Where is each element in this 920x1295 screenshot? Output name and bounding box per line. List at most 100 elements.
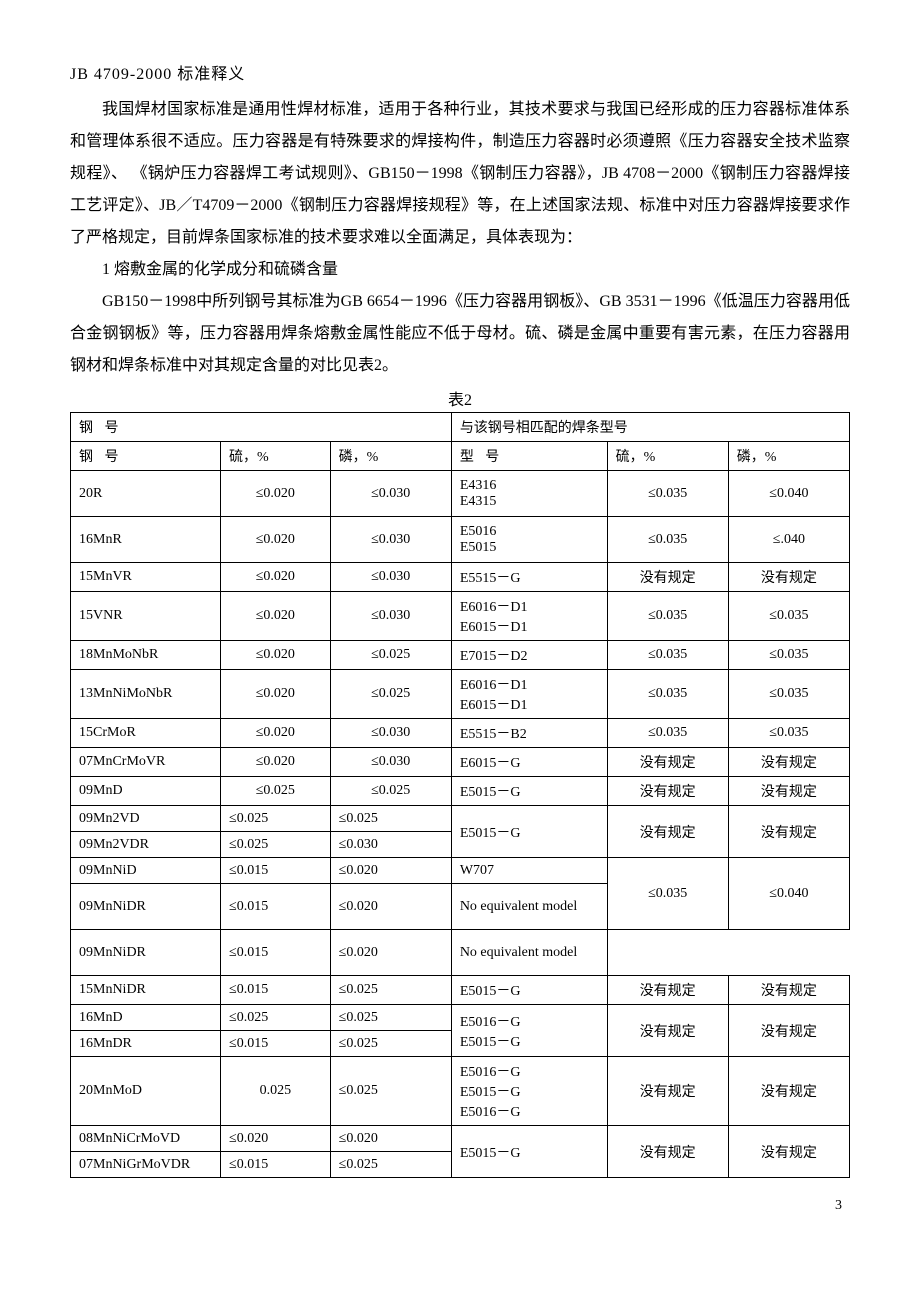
table-cell: ≤0.025 — [330, 1057, 451, 1126]
table-cell: ≤0.035 — [728, 719, 849, 748]
table-row: 20MnMoD0.025≤0.025E5016－GE5015－GE5016－G没… — [71, 1057, 850, 1126]
table-cell: 16MnR — [71, 517, 221, 563]
table-cell: 20MnMoD — [71, 1057, 221, 1126]
table-cell: ≤0.030 — [330, 748, 451, 777]
table-cell: E7015－D2 — [451, 641, 607, 670]
table-cell: 没有规定 — [728, 1005, 849, 1057]
table-row: 09Mn2VD≤0.025≤0.025E5015－G没有规定没有规定 — [71, 806, 850, 832]
table-cell: ≤0.020 — [221, 563, 331, 592]
table-cell: 没有规定 — [607, 748, 728, 777]
table-cell: ≤0.025 — [221, 1005, 331, 1031]
table-row: 钢 号与该钢号相匹配的焊条型号 — [71, 413, 850, 442]
table-cell: 没有规定 — [728, 748, 849, 777]
table-cell: 钢 号 — [71, 413, 452, 442]
table-cell: 20R — [71, 471, 221, 517]
table-cell: 09Mn2VD — [71, 806, 221, 832]
table-cell: E5515－G — [451, 563, 607, 592]
table-cell: 09MnNiD — [71, 858, 221, 884]
table-cell: ≤0.035 — [728, 592, 849, 641]
table-cell: ≤0.030 — [330, 592, 451, 641]
table-cell: 09MnNiDR — [71, 884, 221, 930]
table-cell: 15MnNiDR — [71, 976, 221, 1005]
table-cell: ≤0.020 — [330, 1126, 451, 1152]
table-cell: ≤0.035 — [607, 641, 728, 670]
table-cell: ≤0.025 — [330, 1005, 451, 1031]
table-cell: ≤0.030 — [330, 832, 451, 858]
table-cell: 没有规定 — [607, 777, 728, 806]
table-cell: ≤0.030 — [330, 719, 451, 748]
table-row: 09MnD≤0.025≤0.025E5015－G没有规定没有规定 — [71, 777, 850, 806]
table-cell: E5515－B2 — [451, 719, 607, 748]
table-cell: ≤0.020 — [221, 471, 331, 517]
table-cell: 磷，% — [728, 442, 849, 471]
table-row: 20R≤0.020≤0.030E4316E4315≤0.035≤0.040 — [71, 471, 850, 517]
table-cell: ≤0.015 — [221, 858, 331, 884]
table-cell: ≤0.015 — [221, 1031, 331, 1057]
section-title: 1 熔敷金属的化学成分和硫磷含量 — [70, 254, 850, 286]
comparison-table: 钢 号与该钢号相匹配的焊条型号钢 号硫，%磷，%型 号硫，%磷，%20R≤0.0… — [70, 412, 850, 1178]
table-cell: E6016－D1E6015－D1 — [451, 592, 607, 641]
table-cell: W707 — [451, 858, 607, 884]
table-cell: ≤0.020 — [221, 1126, 331, 1152]
table-cell: 16MnDR — [71, 1031, 221, 1057]
table-cell: ≤0.040 — [728, 471, 849, 517]
table-cell: 没有规定 — [728, 976, 849, 1005]
table-cell: ≤0.020 — [221, 641, 331, 670]
table-cell: ≤0.035 — [607, 670, 728, 719]
table-cell: ≤0.025 — [330, 777, 451, 806]
table-cell: ≤0.025 — [330, 1152, 451, 1178]
table-cell: ≤0.035 — [607, 719, 728, 748]
table-cell: ≤0.020 — [330, 884, 451, 930]
table-caption: 表2 — [70, 386, 850, 410]
table-cell: ≤.040 — [728, 517, 849, 563]
table-cell: 没有规定 — [607, 976, 728, 1005]
table-cell: 09MnNiDR — [71, 930, 221, 976]
table-cell: ≤0.020 — [221, 592, 331, 641]
table-row: 15MnNiDR≤0.015≤0.025E5015－G没有规定没有规定 — [71, 976, 850, 1005]
table-cell: E5016－GE5015－GE5016－G — [451, 1057, 607, 1126]
table-cell: 没有规定 — [728, 806, 849, 858]
table-row: 15CrMoR≤0.020≤0.030E5515－B2≤0.035≤0.035 — [71, 719, 850, 748]
table-cell: ≤0.025 — [221, 806, 331, 832]
table-cell: E5015－G — [451, 806, 607, 858]
table-cell: E5015－G — [451, 777, 607, 806]
table-cell: E6015－G — [451, 748, 607, 777]
table-cell: E5015－G — [451, 976, 607, 1005]
table-cell: 18MnMoNbR — [71, 641, 221, 670]
table-cell: ≤0.035 — [607, 858, 728, 930]
table-cell: 没有规定 — [607, 806, 728, 858]
table-cell: ≤0.025 — [330, 670, 451, 719]
table-cell: ≤0.040 — [728, 858, 849, 930]
table-cell: 没有规定 — [728, 1126, 849, 1178]
table-cell: No equivalent model — [451, 930, 607, 976]
table-cell: ≤0.025 — [330, 641, 451, 670]
table-row: 09MnNiD≤0.015≤0.020W707≤0.035≤0.040 — [71, 858, 850, 884]
table-cell: ≤0.030 — [330, 563, 451, 592]
table-cell: 16MnD — [71, 1005, 221, 1031]
table-cell: ≤0.035 — [607, 517, 728, 563]
paragraph-1: 我国焊材国家标准是通用性焊材标准，适用于各种行业，其技术要求与我国已经形成的压力… — [70, 94, 850, 254]
table-cell: ≤0.020 — [221, 517, 331, 563]
table-cell: ≤0.035 — [607, 592, 728, 641]
table-row: 08MnNiCrMoVD≤0.020≤0.020E5015－G没有规定没有规定 — [71, 1126, 850, 1152]
table-cell: ≤0.020 — [330, 930, 451, 976]
table-cell: 09Mn2VDR — [71, 832, 221, 858]
table-cell: ≤0.030 — [330, 517, 451, 563]
table-cell: 15CrMoR — [71, 719, 221, 748]
table-row: 16MnR≤0.020≤0.030E5016E5015≤0.035≤.040 — [71, 517, 850, 563]
table-cell: E6016－D1E6015－D1 — [451, 670, 607, 719]
table-cell: 09MnD — [71, 777, 221, 806]
table-row: 15VNR≤0.020≤0.030E6016－D1E6015－D1≤0.035≤… — [71, 592, 850, 641]
table-row: 13MnNiMoNbR≤0.020≤0.025E6016－D1E6015－D1≤… — [71, 670, 850, 719]
table-cell: ≤0.020 — [221, 748, 331, 777]
table-cell: 硫，% — [221, 442, 331, 471]
table-cell: ≤0.015 — [221, 1152, 331, 1178]
table-row: 07MnCrMoVR≤0.020≤0.030E6015－G没有规定没有规定 — [71, 748, 850, 777]
table-cell: ≤0.015 — [221, 976, 331, 1005]
table-cell: 与该钢号相匹配的焊条型号 — [451, 413, 849, 442]
doc-header: JB 4709-2000 标准释义 — [70, 60, 850, 84]
table-cell: 没有规定 — [607, 1057, 728, 1126]
table-cell: 型 号 — [451, 442, 607, 471]
paragraph-2: GB150－1998中所列钢号其标准为GB 6654－1996《压力容器用钢板》… — [70, 286, 850, 382]
table-cell: ≤0.020 — [221, 719, 331, 748]
